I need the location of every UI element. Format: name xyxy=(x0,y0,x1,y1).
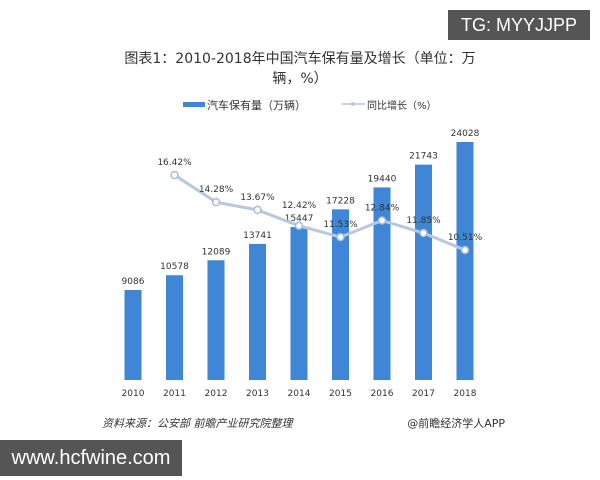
bar-2016 xyxy=(373,187,391,380)
x-tick-2014: 2014 xyxy=(288,389,311,399)
growth-label-2012: 14.28% xyxy=(199,185,234,195)
growth-label-2018: 10.51% xyxy=(448,233,483,243)
legend-line-marker xyxy=(351,102,355,106)
growth-label-2015: 11.53% xyxy=(323,220,358,230)
growth-label-2011: 16.42% xyxy=(157,158,192,168)
growth-point-2017 xyxy=(419,228,428,238)
growth-point-2012 xyxy=(211,197,221,207)
credit: @前瞻经济学人APP xyxy=(407,416,505,430)
growth-point-2015 xyxy=(336,232,345,242)
growth-line xyxy=(173,173,466,252)
legend-line-label: 同比增长（%） xyxy=(367,99,437,112)
x-tick-2010: 2010 xyxy=(122,389,145,399)
x-tick-2012: 2012 xyxy=(205,389,228,399)
source-note: 资料来源：公安部 前瞻产业研究院整理 xyxy=(102,417,294,430)
growth-point-2011 xyxy=(170,170,179,180)
x-tick-2015: 2015 xyxy=(329,389,352,399)
bar-label-2018: 24028 xyxy=(451,129,480,139)
bar-label-2016: 19440 xyxy=(368,174,397,184)
bar-label-2013: 13741 xyxy=(243,231,272,241)
growth-label-2016: 12.84% xyxy=(365,203,400,213)
watermark-url: www.hcfwine.com xyxy=(0,440,182,476)
bar-2017 xyxy=(415,164,432,380)
x-tick-2013: 2013 xyxy=(246,389,269,399)
growth-point-2016 xyxy=(377,216,387,225)
bar-2011 xyxy=(166,275,183,380)
bar-label-2010: 9086 xyxy=(122,277,145,287)
legend-bar-label: 汽车保有量（万辆） xyxy=(207,98,306,112)
bar-label-2017: 21743 xyxy=(409,152,438,162)
x-tick-2017: 2017 xyxy=(412,389,435,399)
bar-label-2015: 17228 xyxy=(326,196,355,206)
growth-point-2018 xyxy=(460,245,470,255)
growth-label-2013: 13.67% xyxy=(240,193,275,203)
chart-title-line1: 图表1：2010-2018年中国汽车保有量及增长（单位：万 xyxy=(124,50,475,67)
chart-title-line2: 辆，%） xyxy=(272,71,327,87)
bar-label-2014: 15447 xyxy=(285,214,314,224)
x-tick-2018: 2018 xyxy=(454,389,477,399)
growth-point-2014 xyxy=(294,221,304,231)
bar-label-2011: 10578 xyxy=(160,262,189,272)
bar-2018 xyxy=(456,142,474,380)
bar-label-2012: 12089 xyxy=(202,247,231,257)
bar-2014 xyxy=(290,226,308,380)
bar-2010 xyxy=(124,290,142,380)
x-tick-2016: 2016 xyxy=(371,389,394,399)
bar-2015 xyxy=(332,209,349,380)
growth-label-2017: 11.85% xyxy=(406,216,441,226)
bar-2012 xyxy=(207,260,225,380)
growth-label-2014: 12.42% xyxy=(282,201,317,211)
watermark-tg: TG: MYYJJPP xyxy=(448,10,590,40)
x-tick-2011: 2011 xyxy=(163,389,186,399)
bar-2013 xyxy=(249,243,266,380)
legend-bar-swatch xyxy=(183,102,205,107)
growth-point-2013 xyxy=(253,205,262,215)
